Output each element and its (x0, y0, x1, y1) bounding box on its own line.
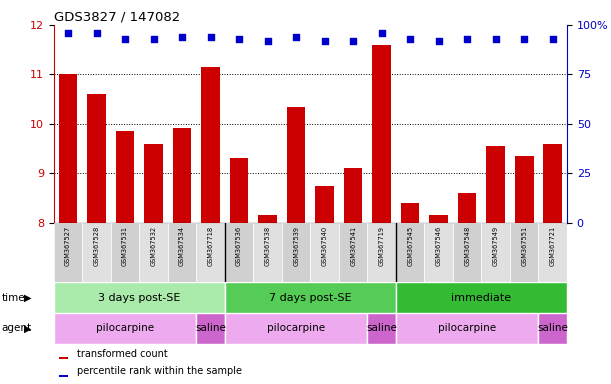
Point (148, 36, 158, 42)
Bar (282, 223, 310, 282)
Bar (538, 223, 567, 282)
Bar (396, 282, 567, 313)
Bar (367, 313, 396, 344)
Point (463, 36, 472, 42)
Bar (82, 223, 111, 282)
Text: GSM367548: GSM367548 (464, 226, 470, 266)
Text: GDS3827 / 147082: GDS3827 / 147082 (54, 11, 180, 24)
Text: time: time (2, 293, 26, 303)
Point (120, 36, 130, 42)
Point (234, 36, 244, 42)
Point (177, 34, 187, 40)
Point (548, 36, 558, 42)
Bar (373, 45, 391, 223)
Bar (54, 223, 82, 282)
Bar (458, 193, 477, 223)
Text: saline: saline (366, 323, 397, 333)
Bar (481, 223, 510, 282)
Point (63, 30, 73, 36)
Text: saline: saline (195, 323, 226, 333)
Text: pilocarpine: pilocarpine (96, 323, 154, 333)
Point (291, 34, 301, 40)
Bar (225, 223, 254, 282)
Bar (116, 131, 134, 223)
Point (206, 34, 216, 40)
Point (377, 30, 387, 36)
Bar (54, 282, 225, 313)
Bar (225, 313, 367, 344)
Text: transformed count: transformed count (77, 349, 167, 359)
Bar (510, 223, 538, 282)
Bar (59, 358, 68, 359)
Bar (287, 106, 306, 223)
Bar (139, 223, 168, 282)
Text: pilocarpine: pilocarpine (438, 323, 496, 333)
Bar (396, 223, 425, 282)
Bar (59, 375, 68, 376)
Text: GSM367540: GSM367540 (321, 226, 327, 266)
Text: GSM367534: GSM367534 (179, 226, 185, 266)
Bar (430, 215, 448, 223)
Text: GSM367531: GSM367531 (122, 226, 128, 266)
Text: 7 days post-SE: 7 days post-SE (269, 293, 352, 303)
Bar (225, 282, 396, 313)
Text: agent: agent (2, 323, 32, 333)
Bar (168, 223, 196, 282)
Point (491, 36, 500, 42)
Text: ▶: ▶ (24, 293, 32, 303)
Bar (401, 203, 419, 223)
Text: GSM367541: GSM367541 (350, 226, 356, 266)
Text: GSM367721: GSM367721 (550, 226, 556, 266)
Point (263, 38, 273, 44)
Bar (196, 313, 225, 344)
Bar (486, 146, 505, 223)
Bar (258, 215, 277, 223)
Point (434, 38, 444, 44)
Text: GSM367551: GSM367551 (521, 226, 527, 266)
Text: GSM367549: GSM367549 (492, 226, 499, 266)
Bar (144, 144, 163, 223)
Text: ▶: ▶ (24, 323, 32, 333)
Bar (538, 313, 567, 344)
Text: saline: saline (537, 323, 568, 333)
Text: pilocarpine: pilocarpine (267, 323, 325, 333)
Bar (201, 67, 220, 223)
Bar (54, 313, 196, 344)
Text: GSM367536: GSM367536 (236, 226, 242, 266)
Text: GSM367528: GSM367528 (93, 226, 100, 266)
Text: GSM367545: GSM367545 (407, 226, 413, 266)
Point (519, 36, 529, 42)
Bar (544, 144, 562, 223)
Bar (425, 223, 453, 282)
Text: GSM367539: GSM367539 (293, 226, 299, 266)
Text: percentile rank within the sample: percentile rank within the sample (77, 366, 242, 376)
Bar (339, 223, 367, 282)
Point (320, 38, 329, 44)
Text: GSM367718: GSM367718 (208, 226, 214, 266)
Bar (453, 223, 481, 282)
Point (348, 38, 358, 44)
Point (92, 30, 101, 36)
Text: GSM367546: GSM367546 (436, 226, 442, 266)
Text: GSM367538: GSM367538 (265, 226, 271, 266)
Bar (254, 223, 282, 282)
Bar (59, 74, 77, 223)
Bar (315, 185, 334, 223)
Text: 3 days post-SE: 3 days post-SE (98, 293, 180, 303)
Bar (344, 168, 362, 223)
Bar (367, 223, 396, 282)
Text: GSM367719: GSM367719 (379, 226, 385, 266)
Text: GSM367532: GSM367532 (150, 226, 156, 266)
Text: immediate: immediate (452, 293, 511, 303)
Bar (515, 156, 533, 223)
Bar (173, 128, 191, 223)
Point (405, 36, 415, 42)
Text: GSM367527: GSM367527 (65, 226, 71, 266)
Bar (87, 94, 106, 223)
Bar (310, 223, 339, 282)
Bar (196, 223, 225, 282)
Bar (396, 313, 538, 344)
Bar (111, 223, 139, 282)
Bar (230, 159, 248, 223)
